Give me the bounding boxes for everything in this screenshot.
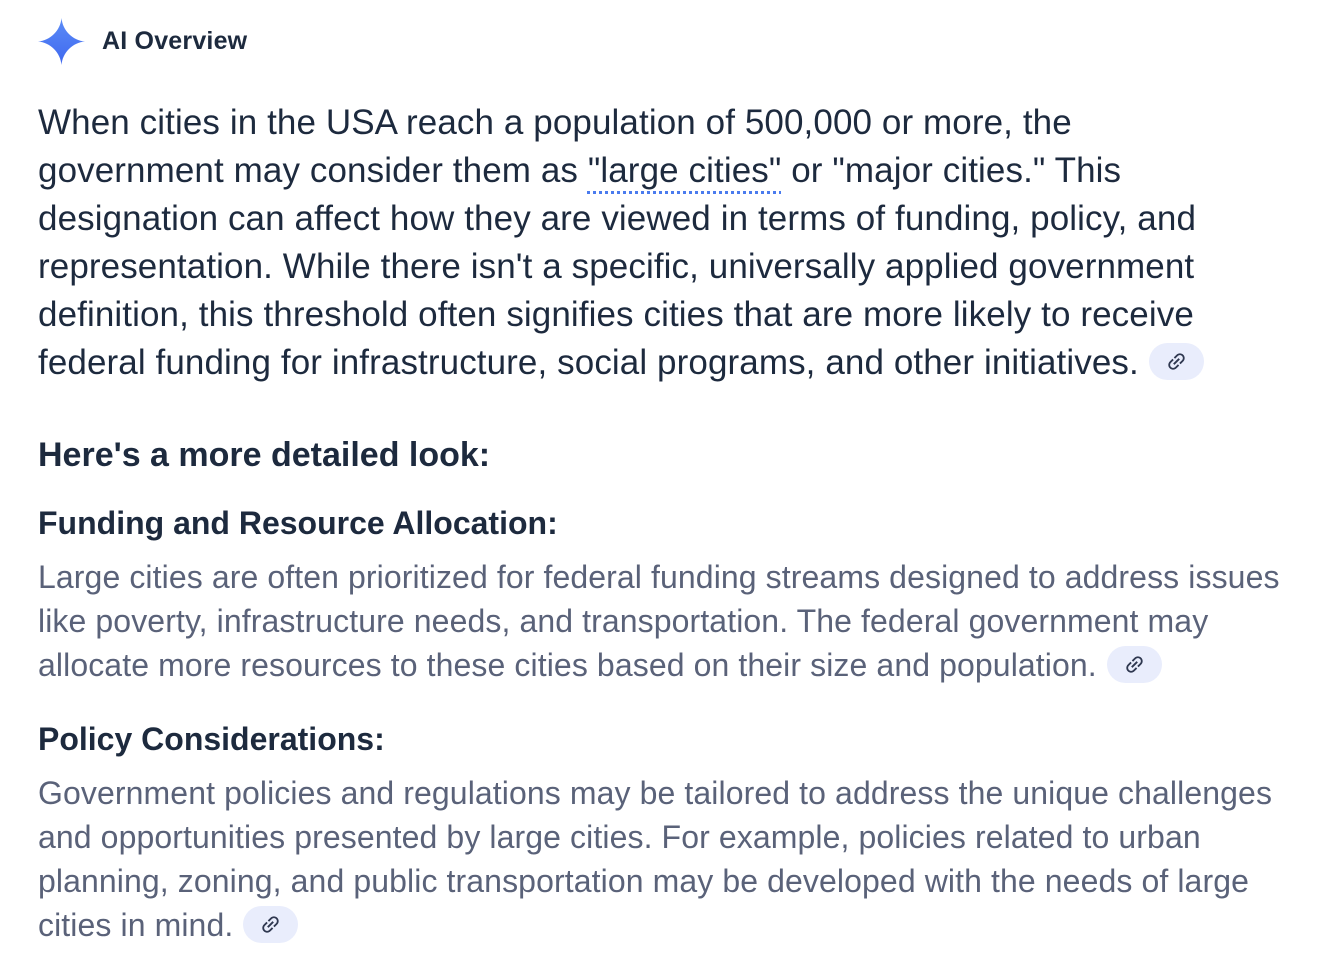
citation-chip[interactable] [1106,646,1162,684]
detailed-look-subtitle: Here's a more detailed look: [38,436,491,474]
policy-section-heading: Policy Considerations: [38,721,385,757]
citation-chip[interactable] [1148,343,1204,381]
funding-section-body: Large cities are often prioritized for f… [38,555,1318,687]
policy-section-body: Government policies and regulations may … [38,771,1318,947]
ai-overview-panel: AI Overview When cities in the USA reach… [38,18,1318,947]
link-icon [1126,656,1143,673]
citation-chip[interactable] [243,906,299,944]
intro-paragraph: When cities in the USA reach a populatio… [38,99,1318,387]
large-cities-term-link[interactable]: "large cities" [587,151,782,190]
section-funding: Funding and Resource Allocation: Large c… [38,503,1318,687]
sparkle-icon [38,18,85,65]
funding-section-text: Large cities are often prioritized for f… [38,559,1280,683]
ai-overview-header: AI Overview [38,18,1318,65]
intro-text-pre: When cities in the USA reach a populatio… [38,103,1072,190]
funding-section-heading: Funding and Resource Allocation: [38,505,558,541]
policy-section-text: Government policies and regulations may … [38,775,1273,943]
section-policy: Policy Considerations: Government polici… [38,719,1318,947]
intro-text-post: or "major cities." This designation can … [38,151,1197,382]
link-icon [1168,353,1185,370]
link-icon [262,916,280,933]
ai-overview-title: AI Overview [102,27,248,55]
